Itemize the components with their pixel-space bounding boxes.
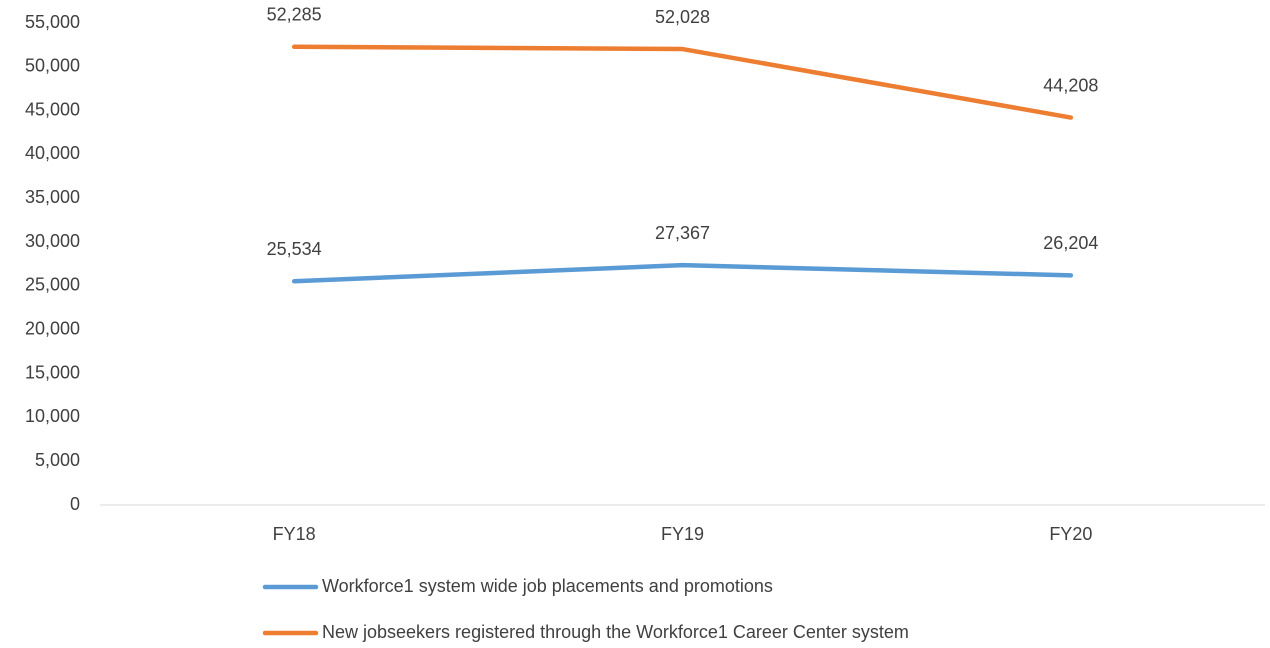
data-label: 26,204 [1043,233,1098,253]
y-tick-label: 50,000 [25,56,80,76]
y-tick-label: 5,000 [35,450,80,470]
data-label: 52,028 [655,7,710,27]
y-tick-label: 55,000 [25,12,80,32]
series-line [291,44,1074,120]
y-tick-label: 30,000 [25,231,80,251]
x-tick-label: FY19 [661,524,704,544]
y-tick-label: 0 [70,494,80,514]
x-tick-label: FY20 [1049,524,1092,544]
y-tick-label: 40,000 [25,143,80,163]
y-tick-label: 35,000 [25,187,80,207]
legend-label: New jobseekers registered through the Wo… [322,622,909,642]
x-tick-label: FY18 [273,524,316,544]
data-label: 27,367 [655,223,710,243]
data-label: 52,285 [267,5,322,25]
y-tick-label: 45,000 [25,99,80,119]
y-tick-label: 25,000 [25,275,80,295]
y-tick-label: 20,000 [25,318,80,338]
y-tick-label: 10,000 [25,406,80,426]
y-tick-label: 15,000 [25,362,80,382]
legend-label: Workforce1 system wide job placements an… [322,576,773,596]
data-label: 44,208 [1043,75,1098,95]
series-line [291,262,1074,284]
data-label: 25,534 [267,239,322,259]
